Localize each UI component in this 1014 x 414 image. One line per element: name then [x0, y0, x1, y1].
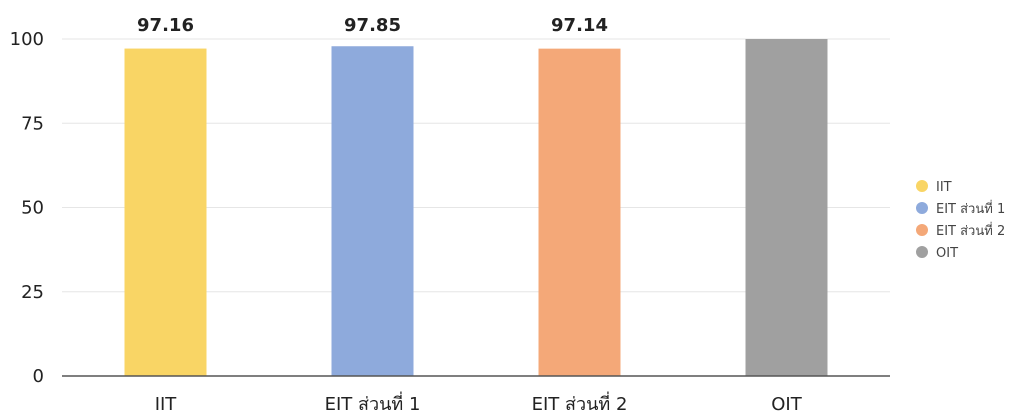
- y-tick-label: 75: [21, 113, 44, 134]
- bar-3: [538, 48, 621, 377]
- legend-label-2: EIT ส่วนที่ 1: [936, 200, 1005, 217]
- x-category-label-1: IIT: [155, 394, 178, 414]
- legend-label-4: OIT: [936, 246, 958, 261]
- y-axis-ticks: 0 25 50 75 100: [10, 29, 44, 387]
- bar-2: [331, 46, 414, 377]
- legend-label-3: EIT ส่วนที่ 2: [936, 222, 1005, 239]
- legend-marker-2: [916, 202, 928, 214]
- x-category-label-3: EIT ส่วนที่ 2: [532, 391, 628, 414]
- bar-1: [124, 48, 207, 376]
- data-label-3: 97.14: [551, 15, 608, 36]
- legend-marker-1: [916, 180, 928, 192]
- x-category-label-2: EIT ส่วนที่ 1: [325, 391, 421, 414]
- legend-marker-4: [916, 246, 928, 258]
- y-tick-label: 0: [33, 366, 44, 387]
- legend: IIT EIT ส่วนที่ 1 EIT ส่วนที่ 2 OIT: [916, 180, 1005, 261]
- data-label-2: 97.85: [344, 15, 401, 36]
- legend-marker-3: [916, 224, 928, 236]
- y-tick-label: 100: [10, 29, 44, 50]
- x-axis-labels: IIT EIT ส่วนที่ 1 EIT ส่วนที่ 2 OIT: [155, 391, 803, 414]
- data-labels: 97.16 97.85 97.14: [137, 15, 608, 36]
- x-category-label-4: OIT: [771, 394, 802, 414]
- bars: [124, 39, 828, 377]
- y-tick-label: 25: [21, 282, 44, 303]
- bar-4: [745, 39, 828, 376]
- y-tick-label: 50: [21, 198, 44, 219]
- data-label-1: 97.16: [137, 15, 194, 36]
- legend-label-1: IIT: [936, 180, 952, 195]
